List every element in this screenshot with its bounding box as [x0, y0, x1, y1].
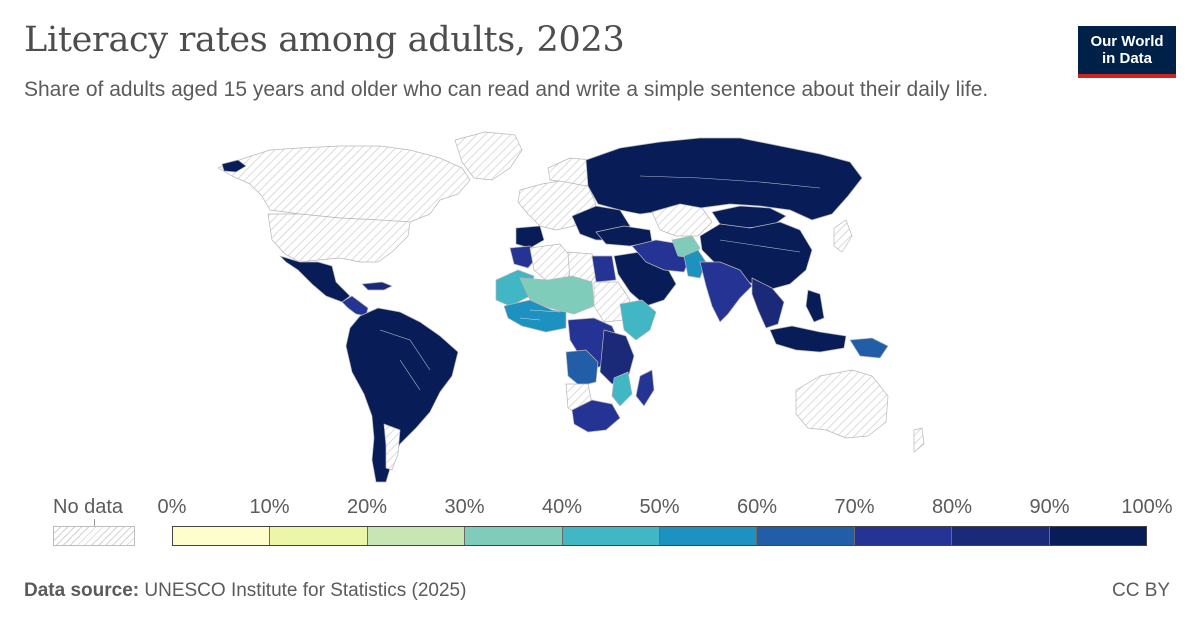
- region-philippines[interactable]: [805, 289, 825, 323]
- region-new-zealand[interactable]: [913, 427, 925, 453]
- logo-line-2: in Data: [1101, 50, 1152, 67]
- legend-tick-label: 50%: [639, 496, 680, 518]
- license-link[interactable]: CC BY: [1112, 580, 1171, 601]
- region-southern-africa[interactable]: [571, 399, 621, 433]
- region-kazakhstan[interactable]: [651, 203, 713, 237]
- legend-bin-6[interactable]: [757, 527, 855, 545]
- region-mozambique[interactable]: [611, 371, 633, 407]
- legend-tick-label: 60%: [736, 496, 778, 518]
- region-canada-alaska[interactable]: [217, 145, 471, 223]
- region-dr-congo[interactable]: [565, 349, 599, 387]
- data-source: Data source: UNESCO Institute for Statis…: [24, 580, 466, 602]
- chart-subtitle: Share of adults aged 15 years and older …: [24, 78, 989, 101]
- region-caribbean[interactable]: [361, 281, 393, 291]
- region-ethiopia-somalia[interactable]: [619, 299, 657, 341]
- region-algeria[interactable]: [529, 243, 573, 283]
- legend-tick-label: 100%: [1121, 496, 1173, 518]
- region-greenland[interactable]: [454, 131, 523, 181]
- region-egypt[interactable]: [591, 255, 617, 283]
- chart-title: Literacy rates among adults, 2023: [24, 20, 625, 60]
- legend-bin-0[interactable]: [173, 527, 271, 545]
- region-indonesia[interactable]: [769, 325, 847, 353]
- legend-tick-label: 80%: [931, 496, 973, 518]
- region-madagascar[interactable]: [635, 369, 655, 407]
- legend-bin-7[interactable]: [854, 527, 953, 545]
- legend-bin-8[interactable]: [952, 527, 1050, 545]
- legend-tick-label: 10%: [249, 496, 290, 518]
- data-source-label: Data source:: [24, 580, 140, 601]
- region-west-africa-coast[interactable]: [503, 299, 567, 333]
- legend-tick-label: 90%: [1029, 496, 1070, 518]
- logo-line-1: Our World: [1090, 33, 1164, 50]
- legend-tick-label: 30%: [444, 496, 485, 518]
- legend-color-bins: [172, 526, 1147, 546]
- data-source-link[interactable]: UNESCO Institute for Statistics (2025): [144, 580, 467, 601]
- region-central-america[interactable]: [341, 295, 369, 317]
- region-mexico[interactable]: [279, 255, 351, 303]
- legend-tick-label: 0%: [157, 496, 187, 518]
- legend-tick-label: 40%: [541, 496, 583, 518]
- region-alaska-tip[interactable]: [221, 159, 247, 173]
- legend-bin-4[interactable]: [562, 527, 661, 545]
- region-india[interactable]: [699, 261, 753, 323]
- legend-bin-9[interactable]: [1049, 527, 1147, 545]
- legend-bin-1[interactable]: [270, 527, 368, 545]
- legend-bin-3[interactable]: [465, 527, 563, 545]
- legend-tick-label: 20%: [346, 496, 388, 518]
- legend-no-data-swatch[interactable]: [53, 526, 135, 546]
- region-south-america[interactable]: [345, 307, 459, 483]
- legend-no-data-label: No data: [53, 496, 124, 518]
- region-south-america-nodata[interactable]: [383, 423, 401, 471]
- owid-logo[interactable]: Our World in Data: [1078, 26, 1176, 78]
- legend-bin-5[interactable]: [660, 527, 758, 545]
- region-united-states[interactable]: [267, 213, 411, 263]
- legend-no-data-tick: [94, 519, 95, 526]
- legend-tick-label: 70%: [834, 496, 875, 518]
- region-russia[interactable]: [585, 137, 863, 221]
- region-southeast-asia[interactable]: [751, 277, 785, 329]
- region-australia[interactable]: [795, 369, 889, 439]
- region-iberia[interactable]: [515, 225, 545, 249]
- legend-bin-2[interactable]: [367, 527, 466, 545]
- region-japan[interactable]: [833, 219, 853, 253]
- region-papua-new-guinea[interactable]: [849, 337, 889, 359]
